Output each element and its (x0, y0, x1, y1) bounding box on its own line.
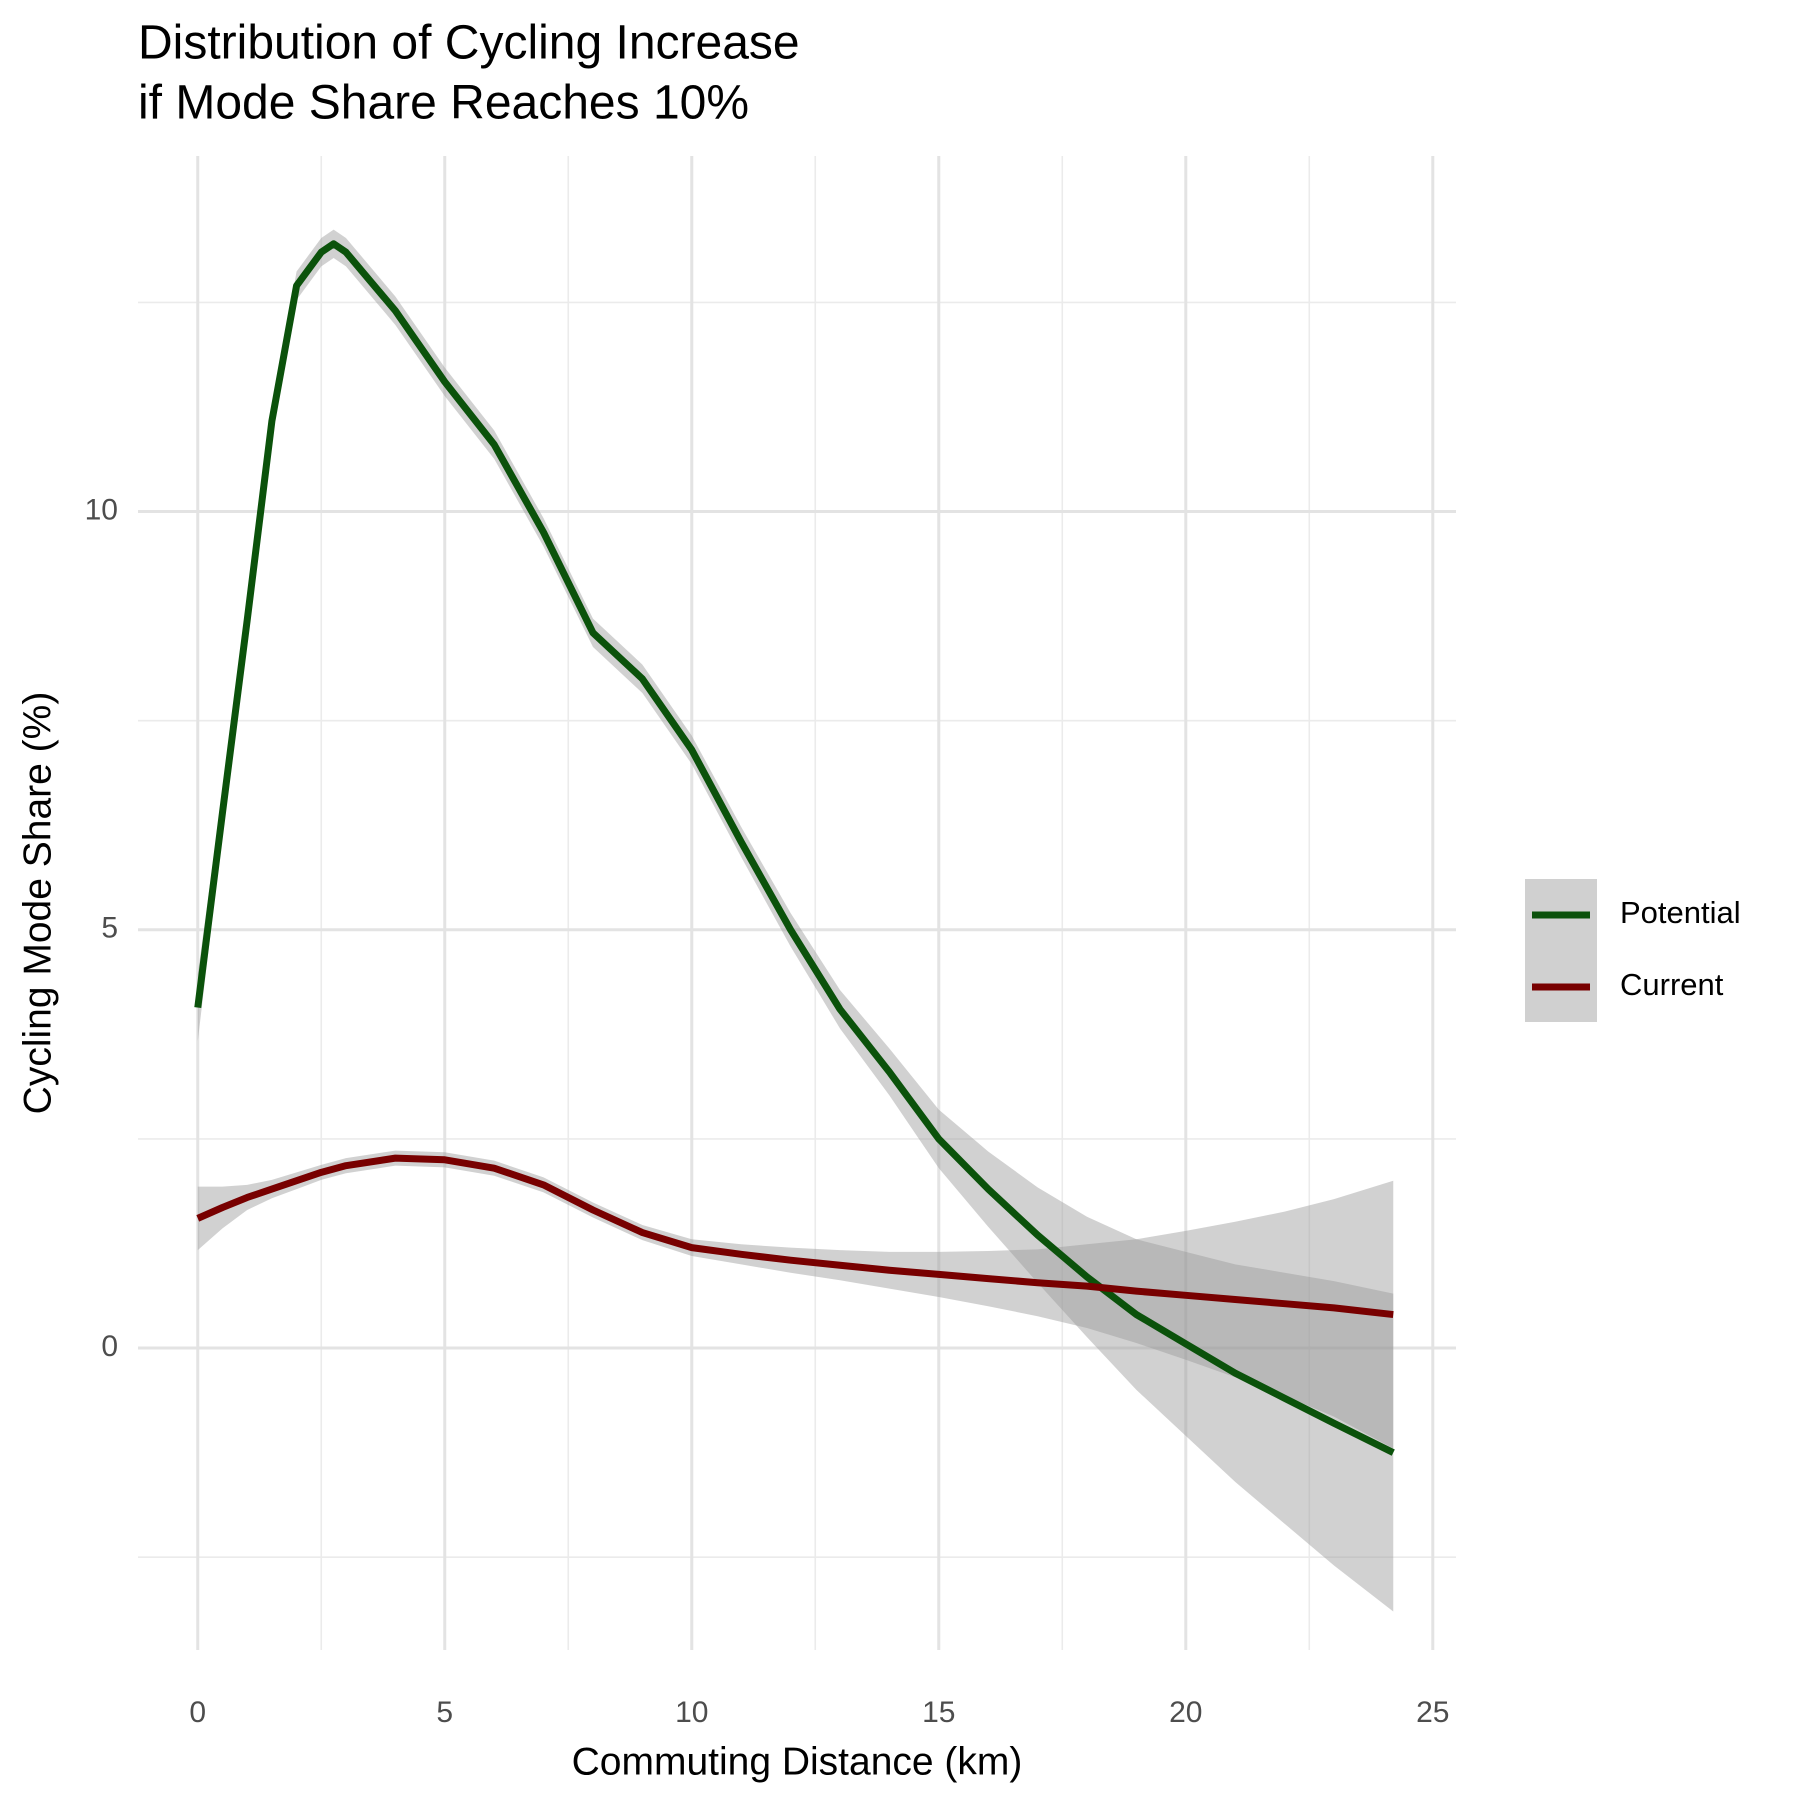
y-tick-label: 10 (85, 493, 118, 526)
chart-title: Distribution of Cycling Increase (138, 17, 800, 70)
x-tick-label: 5 (436, 1696, 453, 1729)
y-tick-label: 5 (101, 912, 118, 945)
x-tick-label: 25 (1416, 1696, 1449, 1729)
y-tick-label: 0 (101, 1330, 118, 1363)
chart-title: if Mode Share Reaches 10% (138, 77, 749, 130)
x-tick-label: 0 (189, 1696, 206, 1729)
x-tick-label: 15 (922, 1696, 955, 1729)
x-axis-title: Commuting Distance (km) (572, 1740, 1023, 1783)
x-tick-label: 20 (1169, 1696, 1202, 1729)
confidence-ribbon (197, 1150, 1394, 1449)
y-axis-title: Cycling Mode Share (%) (16, 692, 59, 1115)
confidence-ribbon (197, 229, 1394, 1612)
legend-label: Current (1620, 967, 1724, 1002)
legend-label: Potential (1620, 895, 1741, 930)
line (194, 240, 1395, 1456)
line (196, 1154, 1394, 1319)
legend-key-background (1525, 879, 1597, 1022)
x-tick-label: 10 (675, 1696, 708, 1729)
